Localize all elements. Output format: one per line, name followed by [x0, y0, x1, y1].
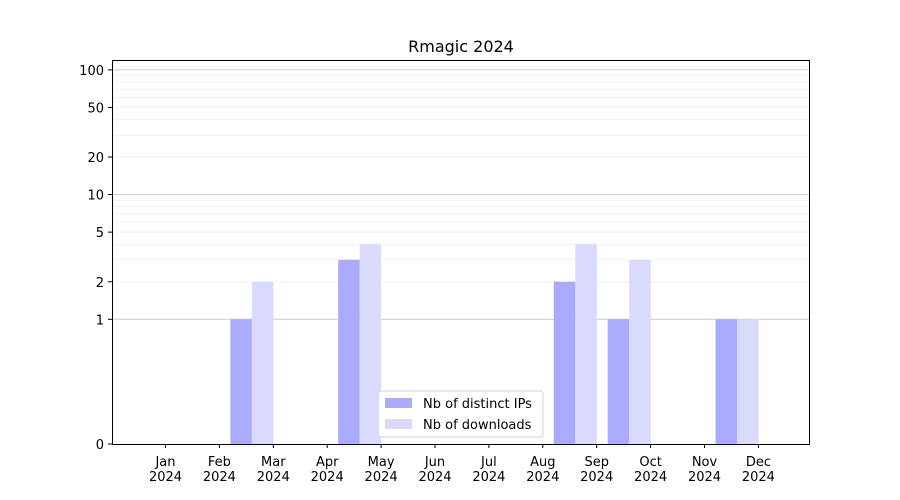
- legend-swatch: [385, 398, 412, 408]
- x-tick-label-month: Nov: [692, 455, 718, 470]
- y-tick-label: 10: [87, 189, 104, 204]
- x-tick-label-month: Jun: [424, 455, 445, 470]
- y-tick-label: 50: [87, 101, 104, 116]
- bar: [607, 319, 630, 444]
- x-tick-label-month: Jul: [480, 455, 497, 470]
- x-tick-label-year: 2024: [257, 470, 290, 485]
- bar: [715, 319, 737, 444]
- legend-label: Nb of downloads: [423, 418, 532, 433]
- grid-lines: [112, 69, 809, 320]
- bar: [629, 259, 651, 444]
- y-tick-label: 1: [96, 313, 104, 328]
- y-axis: 0 1 2 5 10 20 50 100: [79, 64, 112, 453]
- x-tick-label-month: May: [368, 455, 395, 470]
- x-tick-label-year: 2024: [634, 470, 667, 485]
- bar: [359, 244, 382, 444]
- x-tick-label-month: Oct: [639, 455, 661, 470]
- y-tick-label: 2: [96, 276, 104, 291]
- bar: [575, 244, 597, 444]
- y-tick-label: 5: [96, 226, 104, 241]
- bar: [230, 319, 252, 444]
- legend: Nb of distinct IPs Nb of downloads: [377, 390, 544, 438]
- x-tick-label-year: 2024: [742, 470, 775, 485]
- y-tick-label: 100: [79, 64, 104, 79]
- y-tick-label: 0: [96, 438, 104, 453]
- x-tick-label-month: Aug: [530, 455, 555, 470]
- bar: [737, 319, 759, 444]
- x-axis: Jan2024Feb2024Mar2024Apr2024May2024Jun20…: [149, 444, 775, 485]
- x-tick-label-month: Sep: [584, 455, 609, 470]
- x-tick-label-year: 2024: [418, 470, 451, 485]
- x-tick-label-year: 2024: [472, 470, 505, 485]
- y-tick-label: 20: [87, 151, 104, 166]
- x-tick-label-month: Jan: [154, 455, 175, 470]
- legend-label: Nb of distinct IPs: [423, 397, 532, 412]
- x-tick-label-month: Mar: [261, 455, 286, 470]
- x-tick-label-month: Apr: [316, 455, 339, 470]
- chart-title: Rmagic 2024: [408, 37, 514, 56]
- x-tick-label-year: 2024: [203, 470, 236, 485]
- x-tick-label-year: 2024: [526, 470, 559, 485]
- bar: [553, 281, 576, 444]
- x-tick-label-year: 2024: [580, 470, 613, 485]
- bars: [230, 244, 759, 444]
- x-tick-label-year: 2024: [688, 470, 721, 485]
- x-tick-label-month: Feb: [208, 455, 231, 470]
- bar: [338, 259, 360, 444]
- x-tick-label-year: 2024: [149, 470, 182, 485]
- x-tick-label-year: 2024: [311, 470, 344, 485]
- plot-frame: [112, 60, 810, 445]
- legend-swatch: [385, 419, 412, 429]
- legend-box: [377, 390, 544, 438]
- x-tick-label-year: 2024: [365, 470, 398, 485]
- bar: [251, 281, 274, 444]
- x-tick-label-month: Dec: [746, 455, 771, 470]
